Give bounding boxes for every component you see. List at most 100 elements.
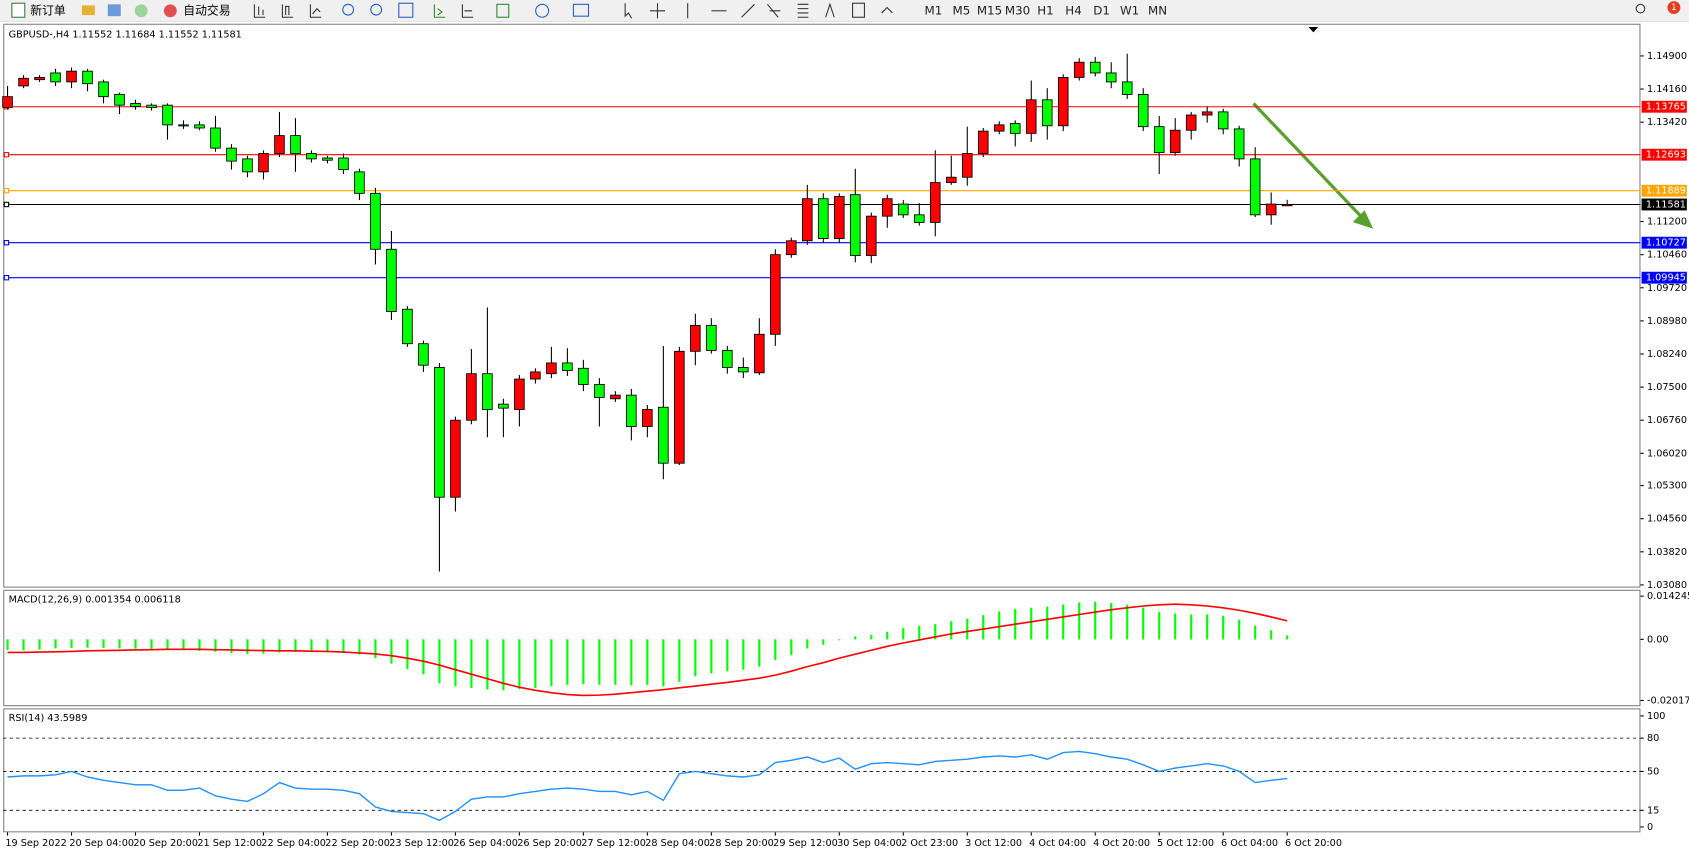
y-tick-label: 1.07500	[1647, 382, 1687, 393]
candle-body	[1249, 158, 1261, 216]
y-tick-label: 50	[1647, 766, 1659, 777]
y-tick-label: 100	[1647, 711, 1665, 722]
icon[interactable]	[107, 4, 121, 17]
icon[interactable]	[461, 4, 474, 18]
candle-body	[562, 362, 573, 371]
candle-body	[1233, 128, 1245, 160]
candle-body	[1057, 76, 1069, 127]
price-level-tag	[1641, 271, 1687, 284]
chart-shift-marker[interactable]	[1308, 26, 1319, 33]
x-tick-label: 26 Sep 04:00	[453, 838, 518, 849]
price-level-marker	[3, 152, 10, 158]
icon[interactable]	[398, 2, 414, 18]
candle-body	[914, 214, 925, 223]
rsi-title: RSI(14) 43.5989	[9, 713, 88, 724]
timeframe-button[interactable]: H4	[1065, 3, 1081, 17]
candle-body	[1185, 114, 1197, 131]
x-tick-label: 4 Oct 04:00	[1029, 838, 1086, 849]
x-tick-label: 20 Sep 20:00	[133, 838, 198, 849]
timeframe-button[interactable]: MN	[1148, 3, 1167, 17]
icon[interactable]	[572, 3, 590, 17]
price-level-marker	[3, 274, 10, 281]
candle-body	[546, 362, 557, 375]
zoom-out[interactable]	[370, 3, 383, 16]
candle-body	[498, 403, 509, 409]
candle-body	[594, 383, 605, 398]
candle-body	[770, 254, 781, 335]
toolbar: 新订单 自动交易	[0, 0, 1689, 23]
y-tick-label: 0	[1647, 822, 1653, 833]
candle-body	[993, 124, 1005, 132]
price-level-tag	[1641, 100, 1687, 113]
label-tool[interactable]	[852, 2, 865, 18]
timeframe-button[interactable]: M30	[1005, 3, 1030, 17]
x-tick-label: 4 Oct 20:00	[1093, 838, 1150, 849]
candle-body	[194, 124, 205, 129]
icon[interactable]	[81, 5, 95, 16]
cursor-tool[interactable]	[624, 3, 633, 19]
candle-body	[722, 349, 733, 368]
y-tick-label: 1.11200	[1647, 217, 1687, 228]
candle-body	[386, 248, 397, 312]
candle-body	[898, 203, 909, 216]
x-tick-label: 23 Sep 12:00	[389, 838, 454, 849]
candle-body	[274, 135, 285, 154]
arrow-tool[interactable]	[881, 6, 893, 14]
timeframe-button[interactable]: M5	[953, 3, 971, 17]
icon[interactable]	[433, 4, 446, 18]
price-level-marker	[3, 201, 10, 208]
auto-trading-button[interactable]: 自动交易	[183, 3, 230, 17]
price-panel	[3, 23, 1641, 588]
search[interactable]	[1635, 3, 1646, 14]
icon[interactable]	[309, 4, 322, 18]
fibo-tool[interactable]	[797, 3, 809, 18]
candle-body	[354, 171, 365, 194]
x-tick-label: 22 Sep 20:00	[325, 838, 390, 849]
candle-body	[306, 153, 317, 160]
text-tool[interactable]	[825, 2, 835, 18]
price-level-label: 1.13765	[1646, 102, 1686, 113]
x-tick-label: 30 Sep 04:00	[837, 838, 902, 849]
candle-body	[1009, 123, 1021, 134]
icon[interactable]	[134, 4, 148, 18]
candle-body	[338, 157, 349, 171]
icon[interactable]	[496, 3, 510, 18]
chart-window	[0, 21, 1689, 855]
rsi-panel	[3, 708, 1641, 833]
auto-trading-icon[interactable]	[163, 4, 177, 18]
timeframe-button[interactable]: M15	[977, 3, 1002, 17]
channel-tool[interactable]	[767, 3, 781, 18]
x-tick-label: 20 Sep 04:00	[69, 838, 134, 849]
zoom-in[interactable]	[342, 3, 355, 16]
candle-body	[1089, 61, 1101, 74]
x-tick-label: 28 Sep 20:00	[709, 838, 774, 849]
notification-count: 1	[1671, 3, 1676, 13]
candle-body	[434, 366, 445, 498]
candle-body	[1105, 72, 1117, 83]
candle-body	[1265, 203, 1277, 216]
candle-body	[34, 76, 45, 81]
crosshair-tool[interactable]	[649, 3, 666, 19]
timeframe-button[interactable]: M1	[925, 3, 943, 17]
notification-badge[interactable]	[1667, 1, 1681, 15]
y-tick-label: 1.14160	[1647, 84, 1687, 95]
timeframe-button[interactable]: H1	[1037, 3, 1053, 17]
price-level-tag	[1641, 184, 1687, 197]
icon[interactable]	[281, 4, 294, 18]
candle-body	[1281, 204, 1293, 207]
timeframe-button[interactable]: D1	[1093, 3, 1110, 17]
macd-signal-line	[7, 603, 1288, 697]
macd-panel	[3, 589, 1641, 707]
timeframe-button[interactable]: W1	[1120, 3, 1139, 17]
candle-body	[2, 96, 13, 108]
new-order-button[interactable]: 新订单	[30, 3, 66, 17]
icon[interactable]	[535, 3, 550, 18]
candle-body	[466, 373, 477, 421]
price-level-marker	[3, 240, 10, 246]
trendline-tool[interactable]	[741, 3, 755, 18]
candle-body	[258, 153, 269, 173]
icon[interactable]	[253, 4, 266, 18]
candle-body	[98, 81, 109, 98]
new-order-icon[interactable]	[11, 2, 26, 18]
